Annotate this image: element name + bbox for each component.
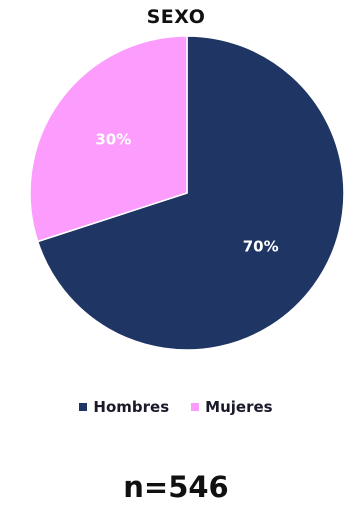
legend-item-mujeres: Mujeres [191,398,273,416]
legend-swatch-hombres [79,403,88,411]
chart-title: SEXO [146,6,206,28]
data-label-hombres: 70% [243,238,279,256]
pie-slice-mujeres [29,35,188,243]
legend-label-hombres: Hombres [93,398,170,416]
pie-slice-hombres [36,35,345,351]
sample-size-annotation: n=546 [123,470,229,504]
legend-swatch-mujeres [191,403,200,411]
pie-chart: 70% 30% [29,35,345,351]
legend-label-mujeres: Mujeres [205,398,273,416]
legend: Hombres Mujeres [0,398,352,416]
legend-item-hombres: Hombres [79,398,169,416]
data-label-mujeres: 30% [95,130,131,148]
